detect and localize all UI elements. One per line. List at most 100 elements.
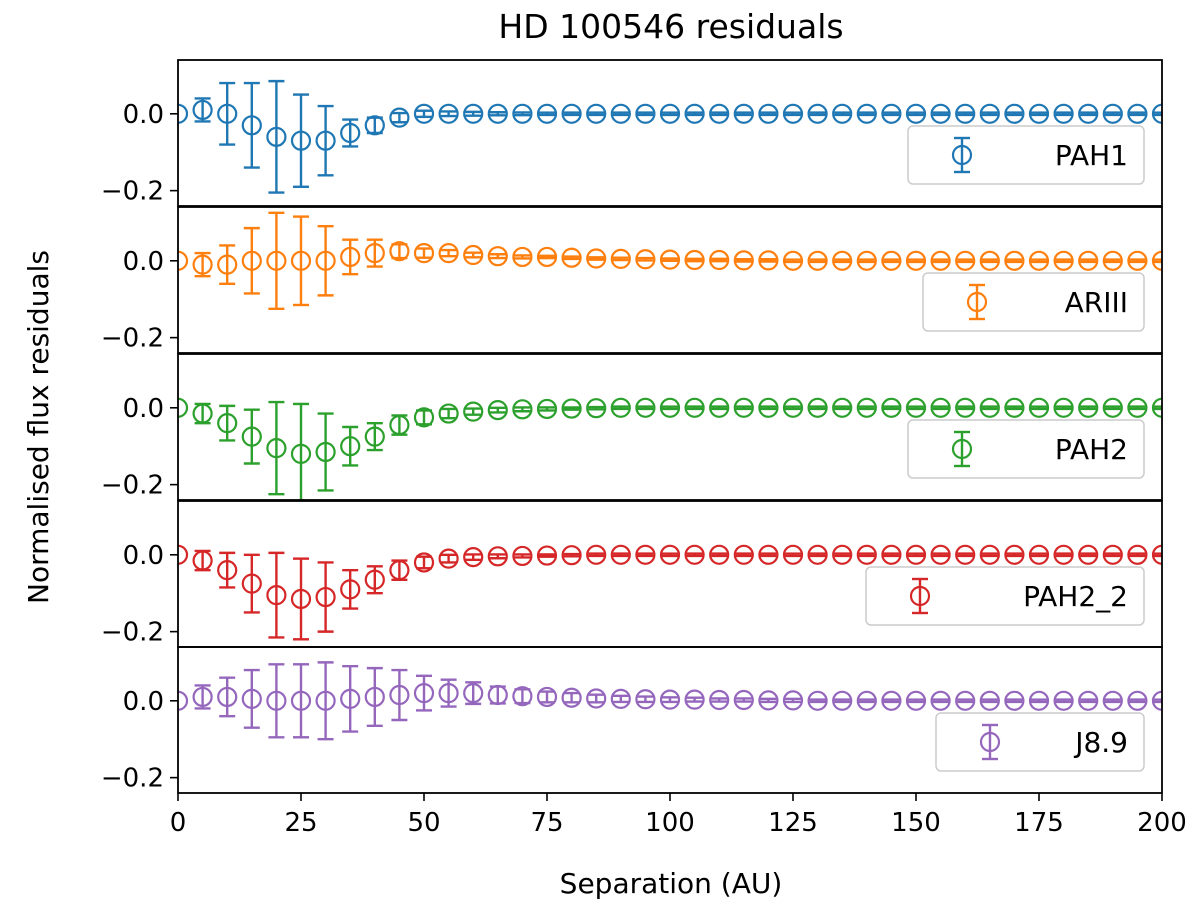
data-point [684,544,705,565]
data-point [364,421,385,452]
data-marker [315,441,336,463]
data-point [315,661,336,741]
data-marker [340,436,361,457]
data-point [758,397,779,418]
data-marker [192,254,213,275]
data-point [561,545,582,566]
data-point [635,103,656,124]
data-point [955,544,976,565]
data-marker [241,250,262,271]
data-marker [881,690,902,711]
data-point [635,544,656,565]
data-point [1102,103,1123,124]
data-point [807,690,828,711]
data-marker [586,103,607,124]
data-point [733,250,754,271]
data-marker [217,413,238,434]
data-point [1078,397,1099,418]
legend-pah1: PAH1 [907,125,1145,185]
data-point [610,397,631,418]
data-point [782,397,804,418]
data-marker [241,115,262,136]
data-marker [413,243,435,264]
data-marker [364,115,385,136]
y-tick-label: 0.0 [123,100,164,130]
data-marker [1053,250,1074,271]
series-ariii [178,211,1162,311]
data-marker [684,249,705,271]
data-point [266,663,287,739]
data-marker [315,690,336,711]
data-point [438,678,459,708]
data-marker [832,103,853,124]
data-marker [561,247,582,268]
data-marker [955,103,976,124]
data-marker [881,250,902,271]
panel-ariii: 0.0 −0.2 ARIII [101,206,1163,354]
y-tick-label: −0.2 [101,324,164,354]
data-marker [536,103,558,124]
data-marker [266,250,287,271]
data-point [512,246,533,268]
y-tick-label: −0.2 [101,177,164,207]
data-marker [290,588,312,610]
data-point [1028,397,1050,418]
data-marker [178,250,189,271]
legend-label: PAH1 [1055,139,1128,172]
data-marker [315,130,336,151]
legend-j8-9: J8.9 [935,712,1145,772]
data-marker [659,103,681,124]
data-marker [1151,250,1162,271]
data-marker [905,544,927,565]
data-marker [586,248,607,269]
data-point [1053,690,1074,711]
data-marker [389,241,410,262]
data-point [586,103,607,124]
data-point [856,250,877,271]
data-marker [536,246,558,268]
data-marker [364,243,385,264]
data-marker [881,103,902,124]
data-point [709,689,730,711]
data-point [178,544,189,565]
data-marker [266,126,287,147]
data-point [1151,250,1162,271]
data-point [438,548,459,569]
data-point [463,401,484,422]
data-marker [807,544,828,565]
data-point [1127,250,1148,271]
data-marker [905,103,927,124]
panel-pah1: 0.0 −0.2 PAH1 [101,59,1163,207]
x-tick-label: 125 [768,808,818,838]
data-marker [1102,397,1123,418]
data-point [1127,397,1148,418]
data-point [192,97,213,123]
data-marker [561,103,582,124]
data-marker [1053,544,1074,565]
data-point [782,690,804,711]
series-pah2-2 [178,544,1162,641]
data-marker [610,397,631,418]
data-marker [659,689,681,710]
legend-marker [951,144,973,166]
data-point [659,103,681,124]
data-marker [463,244,484,266]
data-marker [782,544,804,565]
data-point [586,398,607,419]
data-marker [733,689,754,711]
data-marker [659,249,681,270]
y-tick-label: 0.0 [123,687,164,717]
data-marker [241,426,262,447]
data-marker [709,544,730,565]
data-point [315,412,336,492]
legend-label: ARIII [1065,286,1128,319]
data-marker [192,99,213,121]
data-marker [487,546,508,567]
x-tick-label: 0 [170,808,187,838]
data-point [178,397,189,418]
data-marker [290,130,312,151]
legend-pah2: PAH2 [907,419,1145,479]
data-point [389,107,410,128]
data-marker [807,397,828,418]
data-marker [733,103,754,124]
